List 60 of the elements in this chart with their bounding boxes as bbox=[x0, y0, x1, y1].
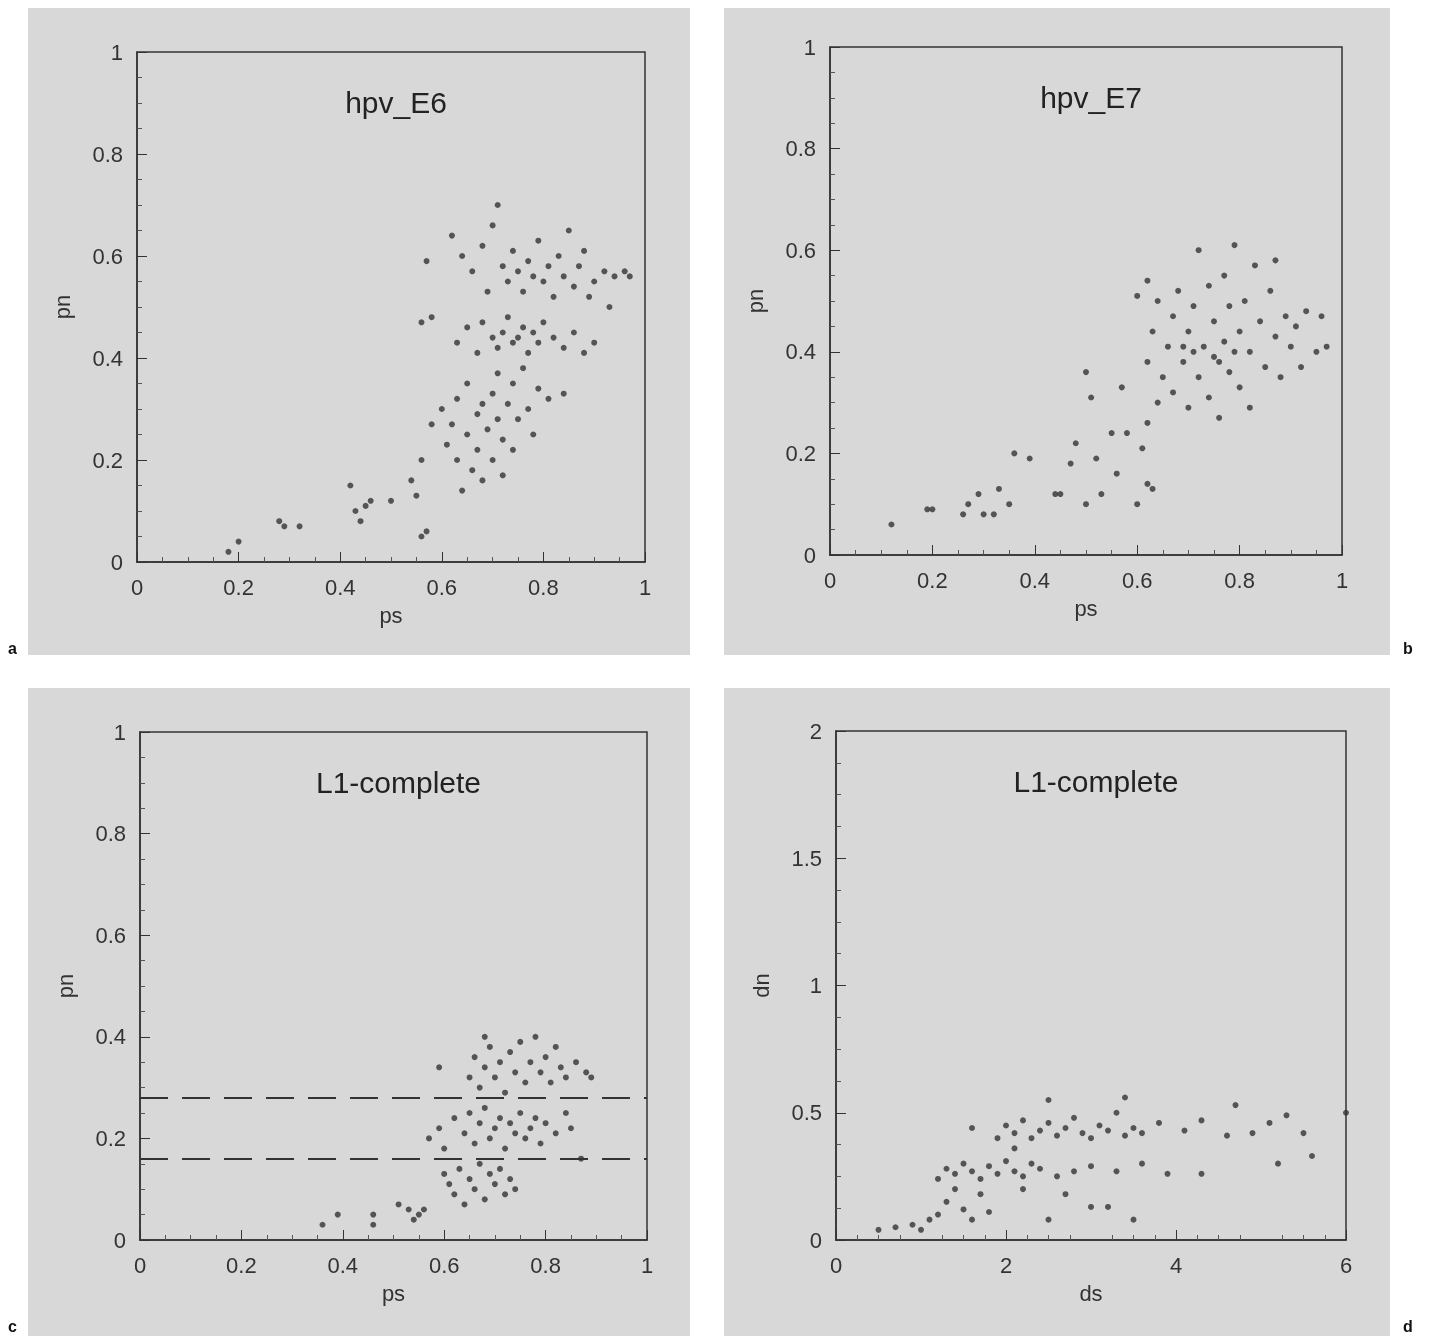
y-tick-label: 0.2 bbox=[785, 440, 816, 466]
x-tick-label: 0.6 bbox=[428, 1252, 460, 1278]
x-tick-label: 0.2 bbox=[226, 1252, 257, 1278]
x-axis-title: ps bbox=[379, 602, 403, 628]
y-tick-label: 0 bbox=[809, 1227, 822, 1253]
text: b bbox=[1403, 640, 1413, 658]
x-tick-label: 0.4 bbox=[1019, 567, 1051, 593]
x-tick-label: 1 bbox=[640, 1252, 654, 1278]
y-tick-label: 0.4 bbox=[785, 339, 816, 365]
x-tick-label: 0.8 bbox=[528, 574, 559, 600]
y-tick-label: 0.2 bbox=[95, 1125, 126, 1151]
x-axis-title: ps bbox=[1074, 595, 1098, 621]
text: hpv_E7 bbox=[1040, 80, 1142, 114]
text: d bbox=[1403, 1318, 1413, 1336]
x-tick-label: 0 bbox=[829, 1252, 843, 1278]
y-tick-label: 0.8 bbox=[92, 141, 123, 167]
x-axis-title: ds bbox=[1079, 1280, 1103, 1306]
y-tick-label: 0.6 bbox=[785, 237, 816, 263]
y-tick-label: 0.4 bbox=[92, 345, 123, 371]
x-tick-label: 0 bbox=[133, 1252, 147, 1278]
text: L1-complete bbox=[1013, 764, 1179, 798]
y-tick-label: 2 bbox=[809, 718, 822, 744]
y-axis-title: pn bbox=[52, 973, 78, 999]
x-tick-label: 0.2 bbox=[223, 574, 254, 600]
y-tick-label: 1 bbox=[803, 34, 816, 60]
y-tick-label: 0 bbox=[803, 542, 816, 568]
y-tick-label: 0.5 bbox=[791, 1100, 822, 1126]
x-tick-label: 4 bbox=[1169, 1252, 1183, 1278]
y-tick-label: 1 bbox=[809, 973, 822, 998]
text: a bbox=[8, 640, 17, 658]
text: c bbox=[8, 1318, 17, 1336]
x-tick-label: 0.2 bbox=[917, 567, 948, 593]
y-axis-title: pn bbox=[49, 294, 75, 320]
x-tick-label: 0.6 bbox=[426, 574, 458, 600]
text: L1-complete bbox=[315, 765, 482, 799]
x-tick-label: 6 bbox=[1339, 1252, 1353, 1278]
x-tick-label: 0.8 bbox=[1224, 567, 1255, 593]
x-tick-label: 0.4 bbox=[327, 1252, 359, 1278]
text: hpv_E6 bbox=[345, 85, 447, 119]
y-tick-label: 1 bbox=[113, 719, 126, 745]
y-tick-label: 0.2 bbox=[92, 447, 123, 473]
y-tick-label: 0.6 bbox=[92, 243, 123, 269]
x-tick-label: 1 bbox=[638, 574, 652, 600]
y-tick-label: 0.6 bbox=[95, 922, 126, 948]
x-tick-label: 0.6 bbox=[1121, 567, 1153, 593]
x-tick-label: 0.4 bbox=[324, 574, 356, 600]
x-tick-label: 1 bbox=[1335, 567, 1349, 593]
y-tick-label: 0.4 bbox=[95, 1024, 126, 1050]
y-axis-title: pn bbox=[742, 288, 768, 314]
x-tick-label: 2 bbox=[999, 1252, 1013, 1278]
x-tick-label: 0.8 bbox=[530, 1252, 561, 1278]
x-axis-title: ps bbox=[381, 1280, 406, 1306]
x-tick-label: 0 bbox=[130, 574, 144, 600]
y-tick-label: 0.8 bbox=[95, 821, 126, 847]
y-tick-label: 1 bbox=[110, 39, 123, 65]
y-tick-label: 0 bbox=[110, 549, 123, 575]
y-tick-label: 0 bbox=[113, 1227, 126, 1253]
y-axis-title: dn bbox=[748, 973, 774, 998]
y-tick-label: 1.5 bbox=[791, 845, 822, 871]
y-tick-label: 0.8 bbox=[785, 136, 816, 162]
